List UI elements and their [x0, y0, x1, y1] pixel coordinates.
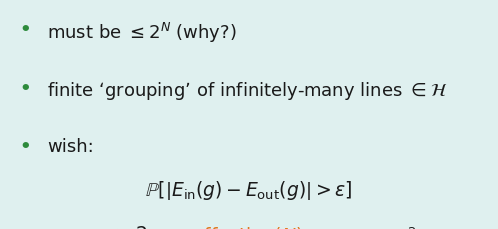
- Text: wish:: wish:: [47, 137, 94, 155]
- Text: finite ‘grouping’ of infinitely-many lines $\in \mathcal{H}$: finite ‘grouping’ of infinitely-many lin…: [47, 80, 448, 102]
- Text: •: •: [19, 80, 30, 98]
- Text: •: •: [19, 137, 30, 155]
- Text: •: •: [19, 21, 30, 38]
- Text: $\mathbb{P}\left[\left|E_{\mathrm{in}}(g) - E_{\mathrm{out}}(g)\right| > \epsilo: $\mathbb{P}\left[\left|E_{\mathrm{in}}(g…: [145, 179, 353, 202]
- Text: $\mathrm{effective}(N)$: $\mathrm{effective}(N)$: [192, 224, 302, 229]
- Text: $\cdot \exp\!\left(-2\epsilon^2 N\right)$: $\cdot \exp\!\left(-2\epsilon^2 N\right)…: [321, 224, 438, 229]
- Text: must be $\leq 2^N$ (why?): must be $\leq 2^N$ (why?): [47, 21, 237, 45]
- Text: $\leq \ \ 2 \cdot$: $\leq \ \ 2 \cdot$: [100, 224, 156, 229]
